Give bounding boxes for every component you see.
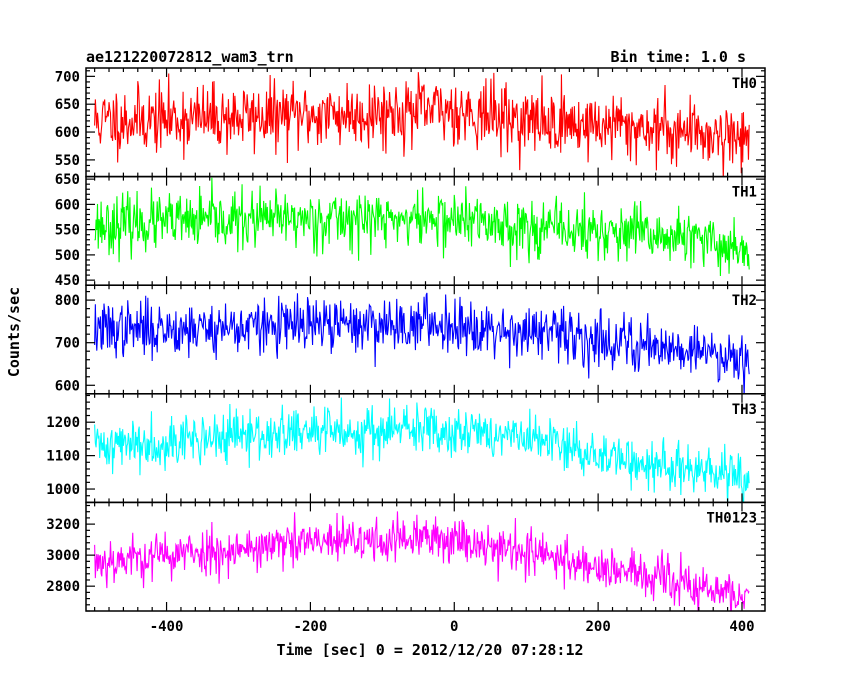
y-tick-label: 1100 <box>46 449 80 465</box>
series-name-th0123: TH0123 <box>706 510 757 526</box>
x-tick-label: -200 <box>294 619 328 635</box>
y-tick-label: 700 <box>55 336 80 352</box>
x-tick-label: -400 <box>150 619 184 635</box>
x-tick-label: 400 <box>729 619 754 635</box>
x-tick-label: 200 <box>585 619 610 635</box>
series-line-th2 <box>94 292 750 394</box>
x-tick-label: 0 <box>450 619 458 635</box>
y-tick-label: 1200 <box>46 415 80 431</box>
y-tick-label: 3200 <box>46 517 80 533</box>
y-tick-label: 650 <box>55 97 80 113</box>
panel-th2: 600 700 800 TH2 <box>55 284 766 395</box>
series-name-th2: TH2 <box>732 293 757 309</box>
y-tick-label: 500 <box>55 248 80 264</box>
panel-th0123: 2800 3000 3200 TH0123 <box>46 501 766 612</box>
series-name-th0: TH0 <box>732 76 757 92</box>
y-tick-label: 550 <box>55 223 80 239</box>
y-tick-label: 700 <box>55 69 80 85</box>
y-tick-label: 650 <box>55 172 80 188</box>
panel-th3: 1000 1100 1200 TH3 <box>46 393 766 504</box>
y-tick-label: 600 <box>55 197 80 213</box>
x-axis: -400 -200 0 200 400 <box>150 619 755 635</box>
series-name-th3: TH3 <box>732 402 757 418</box>
chart-title: ae121220072812_wam3_trn <box>86 48 294 66</box>
y-tick-label: 550 <box>55 153 80 169</box>
panel-frame <box>85 501 766 612</box>
y-tick-label: 2800 <box>46 579 80 595</box>
series-line-th0 <box>94 72 750 177</box>
panels: 550 600 650 700 TH0 450 500 550 600 650 TH1 600 700 8… <box>46 67 766 612</box>
y-tick-label: 1000 <box>46 482 80 498</box>
y-tick-label: 800 <box>55 293 80 309</box>
series-line-th3 <box>94 397 750 503</box>
y-tick-label: 600 <box>55 378 80 394</box>
x-axis-label: Time [sec] 0 = 2012/12/20 07:28:12 <box>276 641 583 659</box>
panel-th1: 450 500 550 600 650 TH1 <box>55 172 766 289</box>
panel-th0: 550 600 650 700 TH0 <box>55 67 766 178</box>
y-tick-label: 3000 <box>46 548 80 564</box>
y-tick-label: 600 <box>55 125 80 141</box>
series-line-th0123 <box>94 511 750 611</box>
chart-subtitle: Bin time: 1.0 s <box>611 48 746 66</box>
series-name-th1: TH1 <box>732 185 757 201</box>
y-axis-label: Counts/sec <box>5 287 23 377</box>
y-tick-label: 450 <box>55 273 80 289</box>
series-line-th1 <box>94 177 750 277</box>
